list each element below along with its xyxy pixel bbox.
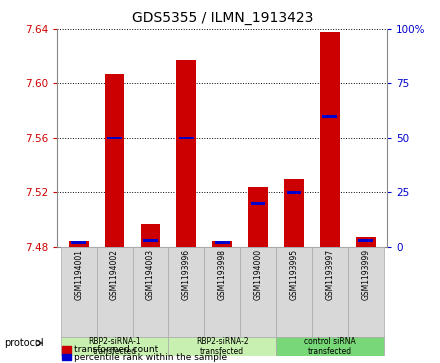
Bar: [169, 247, 204, 337]
Text: GSM1194003: GSM1194003: [146, 249, 155, 300]
Text: GSM1193996: GSM1193996: [182, 249, 191, 300]
Bar: [323, 115, 337, 118]
Bar: [61, 337, 169, 356]
Bar: [176, 60, 196, 247]
Bar: [105, 74, 125, 247]
Bar: [358, 239, 373, 242]
Text: GSM1193999: GSM1193999: [361, 249, 370, 300]
Text: GSM1194001: GSM1194001: [74, 249, 83, 300]
Text: GSM1194002: GSM1194002: [110, 249, 119, 300]
Bar: [169, 337, 276, 356]
Text: GSM1193995: GSM1193995: [290, 249, 298, 300]
Title: GDS5355 / ILMN_1913423: GDS5355 / ILMN_1913423: [132, 11, 313, 25]
Bar: [240, 247, 276, 337]
Bar: [62, 346, 71, 353]
Bar: [132, 247, 169, 337]
Bar: [248, 187, 268, 247]
Text: transformed count: transformed count: [74, 345, 158, 354]
Text: GSM1194000: GSM1194000: [253, 249, 263, 300]
Bar: [320, 32, 340, 247]
Bar: [62, 354, 71, 360]
Bar: [69, 241, 88, 247]
Bar: [179, 136, 194, 139]
Bar: [251, 202, 265, 205]
Text: RBP2-siRNA-1
transfected: RBP2-siRNA-1 transfected: [88, 337, 141, 356]
Bar: [61, 247, 97, 337]
Text: RBP2-siRNA-2
transfected: RBP2-siRNA-2 transfected: [196, 337, 249, 356]
Bar: [286, 191, 301, 194]
Bar: [356, 237, 376, 247]
Bar: [213, 241, 232, 247]
Bar: [97, 247, 132, 337]
Bar: [141, 224, 160, 247]
Bar: [284, 179, 304, 247]
Bar: [215, 241, 230, 244]
Bar: [204, 247, 240, 337]
Text: GSM1193998: GSM1193998: [218, 249, 227, 300]
Bar: [143, 239, 158, 242]
Text: GSM1193997: GSM1193997: [325, 249, 334, 300]
Text: protocol: protocol: [4, 338, 44, 348]
Bar: [348, 247, 384, 337]
Bar: [276, 247, 312, 337]
Text: control siRNA
transfected: control siRNA transfected: [304, 337, 356, 356]
Text: percentile rank within the sample: percentile rank within the sample: [74, 353, 227, 362]
Bar: [276, 337, 384, 356]
Bar: [71, 241, 86, 244]
Bar: [107, 136, 122, 139]
Bar: [312, 247, 348, 337]
